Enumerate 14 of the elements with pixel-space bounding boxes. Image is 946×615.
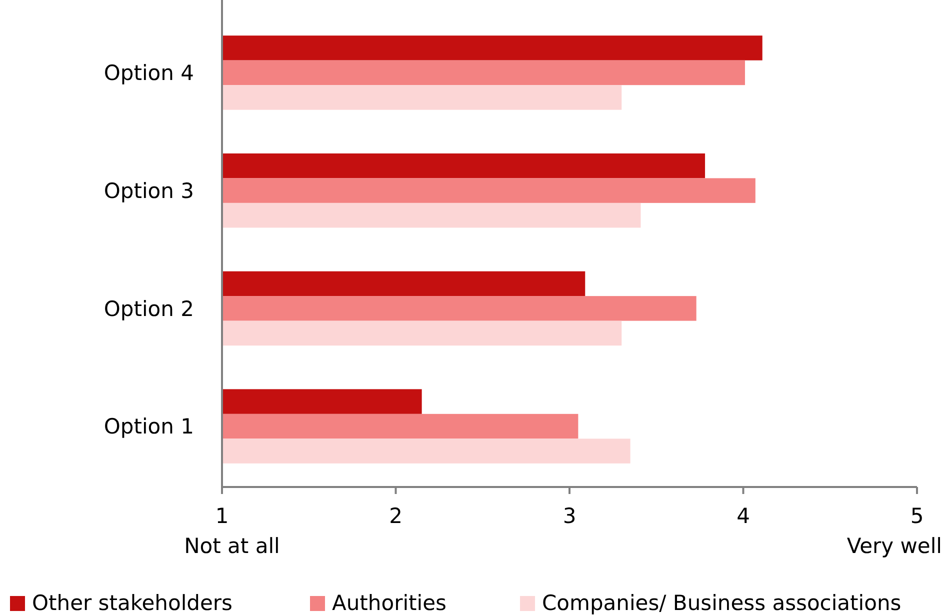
x-tick-label: 5 [910,504,924,528]
text: Very well [846,534,942,558]
legend-label: Other stakeholders [32,591,232,615]
x-tick-label: 4 [736,504,750,528]
text: Not at all [184,534,280,558]
x-tick-label: 1 [215,504,229,528]
legend-label: Authorities [332,591,446,615]
x-tick-label: 2 [389,504,402,528]
y-tick-label: Option 3 [104,178,194,203]
y-tick-label: Option 1 [104,414,194,439]
legend-label: Companies/ Business associations [542,591,902,615]
x-tick-label: 3 [562,504,576,528]
y-tick-label: Option 2 [104,296,194,321]
y-tick-label: Option 4 [104,61,194,86]
